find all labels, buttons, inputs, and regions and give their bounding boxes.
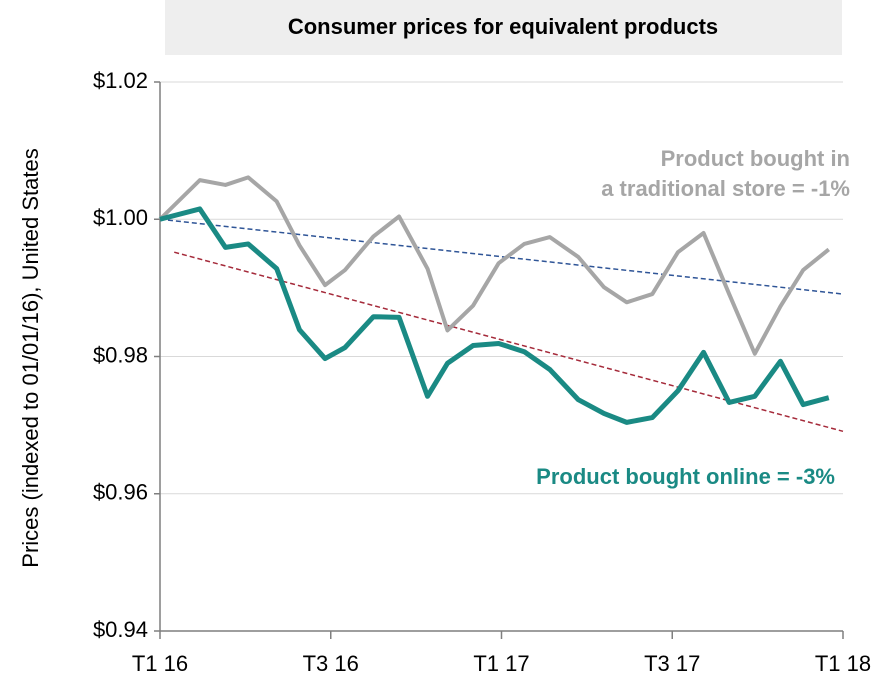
x-tick-label: T1 16 [132, 651, 188, 676]
annotation: a traditional store = -1% [601, 176, 850, 201]
annotation: Product bought in [661, 146, 850, 171]
y-tick-label: $1.02 [93, 68, 148, 93]
annotation: Product bought online = -3% [536, 464, 835, 489]
series-line [159, 206, 830, 425]
y-tick-label: $0.94 [93, 617, 148, 642]
series-line [158, 175, 831, 356]
y-axis-label: Prices (indexed to 01/01/16), United Sta… [18, 148, 43, 567]
trend-line [174, 251, 844, 433]
trend-line [159, 218, 844, 295]
y-tick-label: $0.96 [93, 480, 148, 505]
x-tick-label: T1 18 [815, 651, 871, 676]
x-tick-label: T3 16 [303, 651, 359, 676]
x-tick-label: T1 17 [473, 651, 529, 676]
chart-title: Consumer prices for equivalent products [288, 14, 718, 39]
title-box [165, 0, 842, 55]
y-tick-label: $0.98 [93, 342, 148, 367]
x-tick-label: T3 17 [644, 651, 700, 676]
y-tick-label: $1.00 [93, 205, 148, 230]
